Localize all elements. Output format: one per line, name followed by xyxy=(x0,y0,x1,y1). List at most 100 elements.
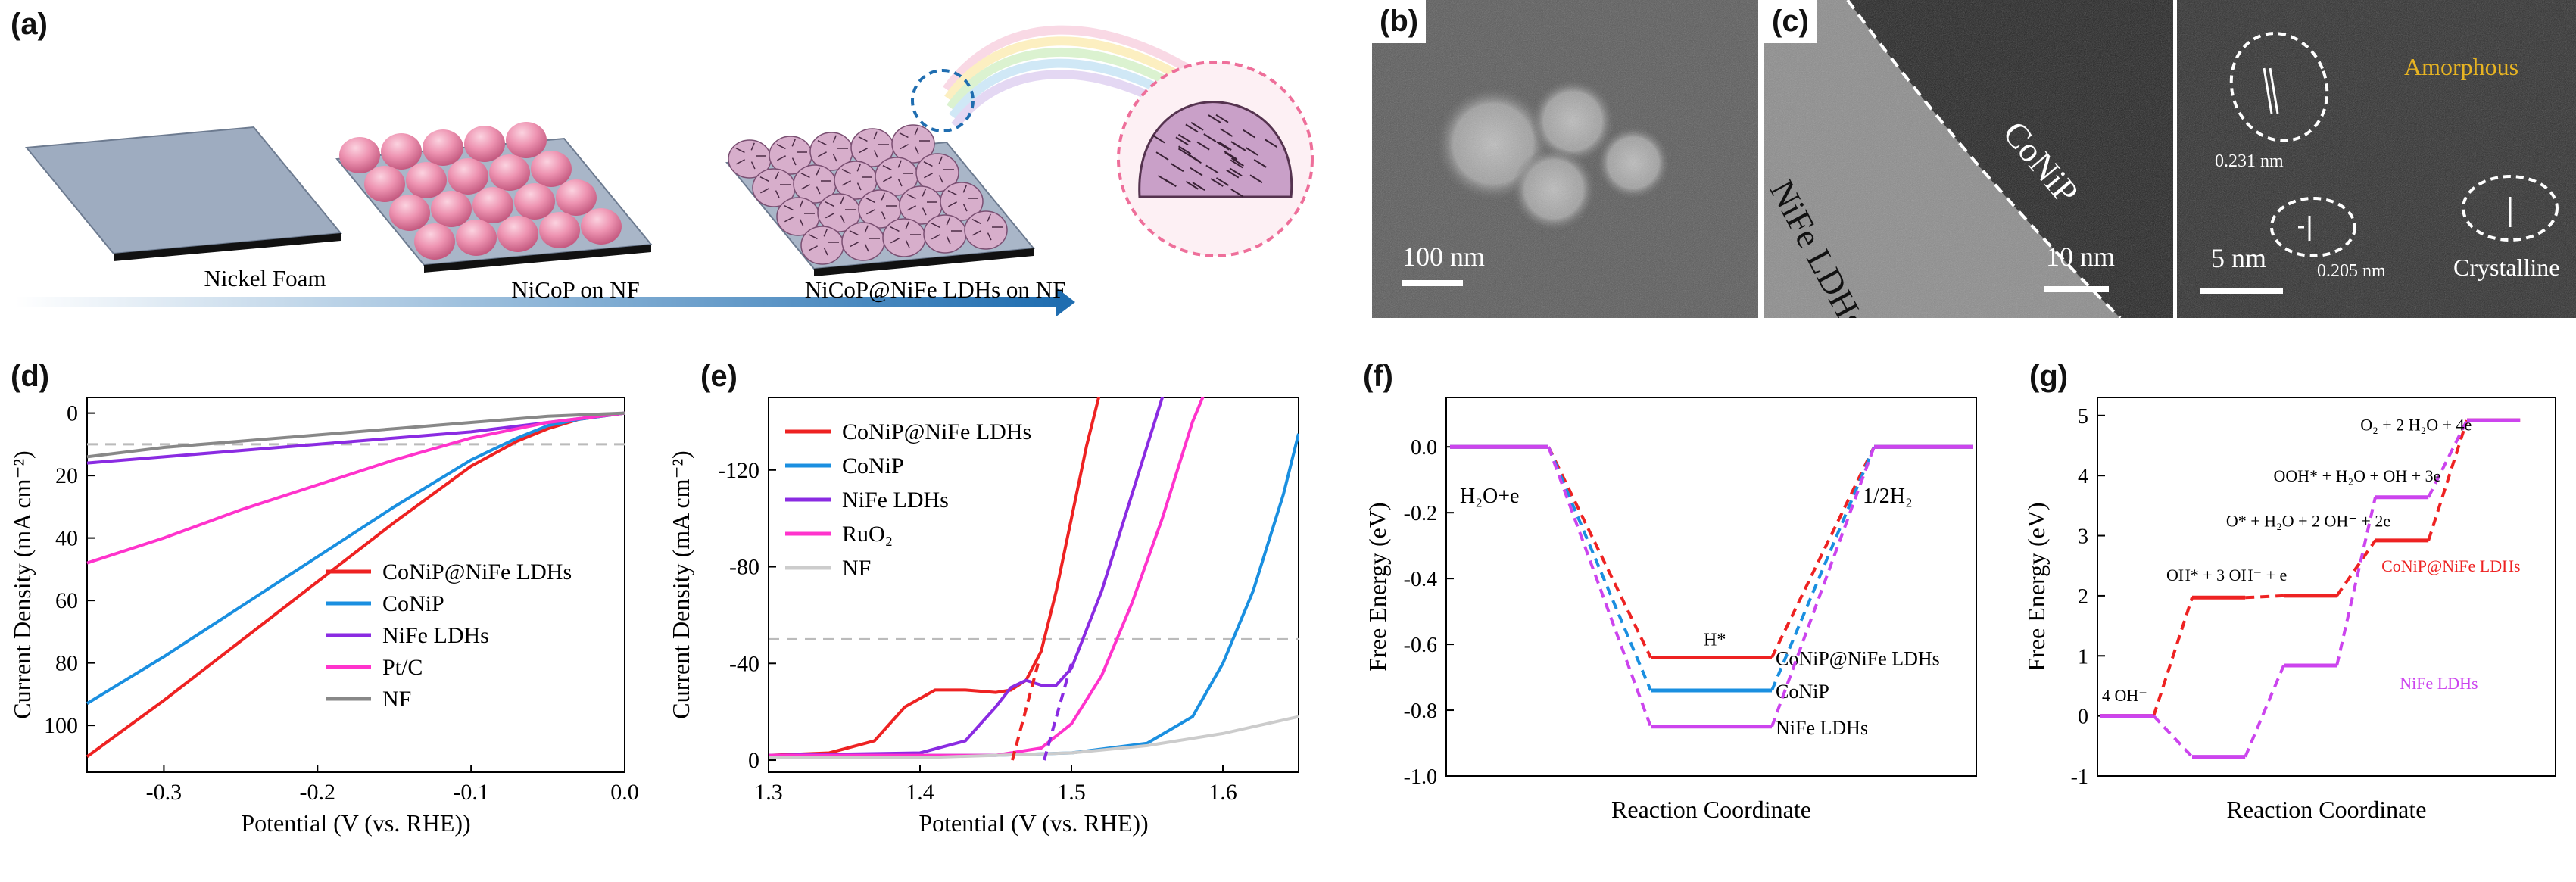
ldh-flake xyxy=(1224,151,1238,161)
ldh-sphere-zoom xyxy=(1138,101,1293,198)
nicop-sphere xyxy=(456,220,497,256)
ldh-flake xyxy=(1190,121,1204,131)
panel-c-scale-label-right: 5 nm xyxy=(2211,243,2267,273)
scale-bar xyxy=(2200,288,2283,294)
ldh-flake xyxy=(1196,141,1210,151)
y-tick-label: 80 xyxy=(55,651,78,676)
nicop-sphere xyxy=(531,151,572,187)
ldh-flake xyxy=(1226,169,1240,179)
zoom-circle-small xyxy=(911,69,975,132)
ldh-flake xyxy=(1187,153,1201,163)
connector xyxy=(1547,446,1652,691)
lattice-region-1 xyxy=(2229,32,2329,142)
lattice-spacing-1: 0.231 nm xyxy=(2215,151,2284,171)
ldh-flake xyxy=(1175,136,1189,146)
connector xyxy=(2245,594,2284,600)
lattice-region-2 xyxy=(2270,197,2356,257)
ldh-flake xyxy=(1216,141,1230,151)
y-tick-label: -0.6 xyxy=(1404,634,1437,657)
legend-entry: CoNiP@NiFe LDHs xyxy=(842,419,1031,444)
level-label: CoNiP@NiFe LDHs xyxy=(1776,647,1940,669)
chart-e: (e) 1.3 1.4 1.5 1.6 0 -40 -80 -120 Potential (V … xyxy=(647,344,1329,878)
y-tick-label: 5 xyxy=(2078,405,2088,429)
connector xyxy=(1547,446,1652,728)
series-line xyxy=(86,411,625,465)
y-tick-label: -1.0 xyxy=(1404,765,1437,789)
series-line xyxy=(769,715,1299,759)
panel-a: (a) xyxy=(0,0,1348,326)
legend-entry: RuO₂ xyxy=(842,522,893,547)
y-tick-label: 100 xyxy=(44,713,78,738)
ldh-flake xyxy=(1230,189,1244,198)
panel-b-tem-image: (b) 100 nm xyxy=(1372,0,1758,318)
series-line xyxy=(769,397,1101,757)
ldh-flake xyxy=(1171,163,1184,173)
legend-entry: CoNiP@NiFe LDHs xyxy=(382,559,572,584)
chart-e-svg: 1.3 1.4 1.5 1.6 0 -40 -80 -120 Potential (V (vs.… xyxy=(667,397,1299,837)
annotation: H₂O+e xyxy=(1460,485,1519,508)
ldh-sphere xyxy=(882,218,926,257)
ldh-flake xyxy=(1242,129,1256,139)
legend-entry: NF xyxy=(842,556,871,581)
chart-g-label: (g) xyxy=(2029,360,2069,393)
y-tick-label: 4 xyxy=(2078,465,2088,488)
y-tick-label: 40 xyxy=(55,526,78,551)
chart-e-label: (e) xyxy=(700,360,738,393)
amorphous-label: Amorphous xyxy=(2404,53,2519,80)
y-axis-label: Current Density (mA cm⁻²) xyxy=(667,450,694,718)
y-tick-label: 1 xyxy=(2078,645,2088,669)
connector xyxy=(1770,446,1876,659)
y-tick-label: 0 xyxy=(2078,706,2088,729)
ldh-flake xyxy=(1210,178,1224,187)
connector xyxy=(2335,539,2377,597)
chart-f-svg: 0.0 -0.2 -0.4 -0.6 -0.8 -1.0 Reaction Coordina… xyxy=(1364,397,1977,823)
chart-f-label: (f) xyxy=(1363,360,1393,393)
plot-frame xyxy=(2097,397,2556,777)
ldh-flake xyxy=(1203,133,1217,142)
chart-d-label: (d) xyxy=(11,360,50,393)
panel-c-scale-label-left: 10 nm xyxy=(2046,242,2116,272)
nickel-foam-slab xyxy=(25,126,342,255)
x-axis-label: Potential (V (vs. RHE)) xyxy=(241,809,470,837)
chart-f: (f) 0.0 -0.2 -0.4 -0.6 -0.8 -1.0 Reaction Coor… xyxy=(1348,344,2007,878)
legend-entry: NiFe LDHs xyxy=(842,488,949,513)
ldh-flake xyxy=(1215,177,1229,186)
nicop-sphere xyxy=(556,179,597,216)
panel-c-tem-left: (c) NiFe LDHs CoNiP 10 nm xyxy=(1764,0,2173,318)
process-arrow-head xyxy=(1056,288,1075,316)
panel-b-scale-label: 100 nm xyxy=(1402,242,1486,272)
annotation: O₂ + 2 H₂O + 4e xyxy=(2360,416,2472,435)
annotation: 4 OH⁻ xyxy=(2102,686,2147,705)
y-tick-label: -0.4 xyxy=(1404,568,1437,591)
series-line xyxy=(86,411,625,565)
nicop-sphere xyxy=(423,129,463,166)
x-tick-label: 0.0 xyxy=(610,780,639,805)
nicop-sphere xyxy=(497,216,538,252)
y-tick-label: -80 xyxy=(729,555,759,580)
y-tick-label: 60 xyxy=(55,588,78,613)
nicop-sphere xyxy=(514,183,555,220)
connector xyxy=(2244,665,2285,758)
ldh-flake xyxy=(1192,182,1205,191)
stage-label-3: NiCoP@NiFe LDHs on NF xyxy=(805,276,1066,303)
x-tick-label: -0.1 xyxy=(453,780,489,805)
nicop-sphere xyxy=(414,223,455,260)
connector xyxy=(2152,597,2194,717)
process-arrow-shaft xyxy=(15,297,1060,307)
crystalline-label: Crystalline xyxy=(2453,254,2560,281)
chart-d: (d) -0.3 -0.2 -0.1 0.0 0 20 40 60 80 100 Potential… xyxy=(0,344,644,878)
nicop-sphere xyxy=(489,154,530,191)
ldh-flake xyxy=(1220,128,1233,137)
ldh-flake xyxy=(1215,114,1229,123)
x-tick-label: 1.4 xyxy=(906,780,934,805)
connector xyxy=(2427,419,2468,541)
panel-b-label: (b) xyxy=(1372,0,1427,43)
plot-frame xyxy=(1445,397,1977,777)
connector xyxy=(2152,715,2194,758)
interface-dashed-line xyxy=(1846,0,2122,318)
series-line xyxy=(769,397,1165,757)
x-tick-label: 1.6 xyxy=(1208,780,1237,805)
legend-entry: CoNiP xyxy=(842,453,904,478)
plot-frame xyxy=(86,397,625,773)
y-axis-label: Current Density (mA cm⁻²) xyxy=(8,450,36,718)
